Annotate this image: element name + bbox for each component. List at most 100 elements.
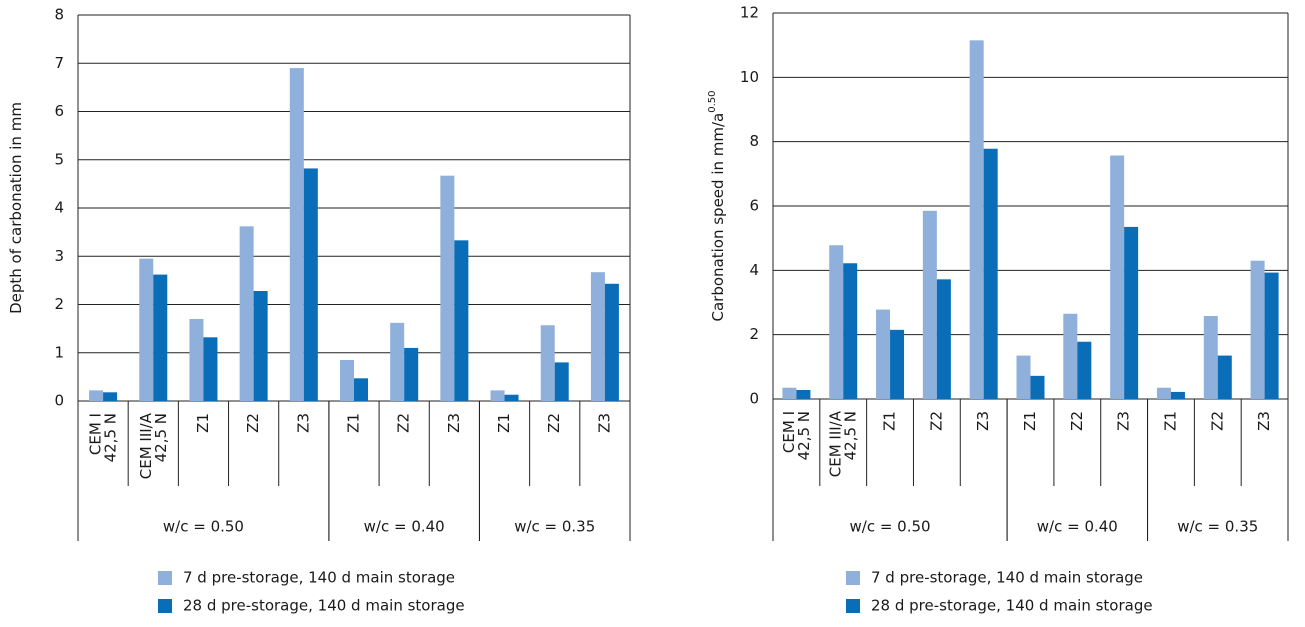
- bar: [203, 337, 218, 401]
- y-axis-label-sup: 0.50: [707, 91, 718, 113]
- bar: [504, 394, 519, 401]
- legend-swatch: [846, 599, 860, 613]
- x-tick-label: Z1: [1021, 411, 1039, 431]
- x-tick-label: Z3: [595, 413, 613, 433]
- bar: [354, 378, 368, 401]
- y-axis-label: Depth of carbonation in mm: [7, 102, 25, 314]
- bar: [829, 245, 844, 399]
- bar: [189, 318, 204, 401]
- group-label: w/c = 0.40: [1037, 518, 1118, 536]
- x-tick-label: Z3: [445, 413, 463, 433]
- x-tick-label: Z1: [194, 413, 212, 433]
- y-tick-label: 2: [54, 295, 64, 313]
- legend-swatch: [846, 571, 860, 585]
- bar: [1264, 272, 1279, 399]
- bar: [936, 279, 951, 399]
- y-tick-label: 10: [740, 68, 759, 86]
- bar: [782, 387, 797, 399]
- bar: [590, 272, 605, 401]
- x-tick-label: CEM I42,5 N: [779, 411, 812, 460]
- y-tick-label: 7: [54, 54, 64, 72]
- y-tick-label: 3: [54, 247, 64, 265]
- bar: [876, 309, 891, 399]
- y-tick-label: 1: [54, 343, 64, 361]
- bar: [1203, 316, 1218, 399]
- group-label: w/c = 0.35: [1177, 518, 1258, 536]
- bar: [843, 263, 858, 399]
- group-label: w/c = 0.35: [514, 518, 595, 536]
- bar: [289, 68, 304, 401]
- x-tick-label: Z2: [1068, 411, 1086, 431]
- x-tick-label: Z1: [495, 413, 513, 433]
- bar: [239, 226, 254, 401]
- bar: [983, 148, 998, 399]
- y-tick-label: 4: [749, 261, 759, 279]
- group-label: w/c = 0.50: [850, 518, 931, 536]
- x-tick-label: Z1: [881, 411, 899, 431]
- y-tick-label: 8: [749, 132, 759, 150]
- x-tick-label: Z2: [545, 413, 563, 433]
- x-tick-label: Z3: [1115, 411, 1133, 431]
- bar: [139, 258, 154, 401]
- y-tick-label: 0: [749, 390, 759, 408]
- x-tick-label: Z1: [1161, 411, 1179, 431]
- x-tick-label: Z2: [1208, 411, 1226, 431]
- x-tick-label: Z2: [395, 413, 413, 433]
- y-tick-label: 5: [54, 150, 64, 168]
- bar: [253, 290, 268, 401]
- bar: [1077, 341, 1092, 399]
- y-tick-label: 12: [740, 4, 759, 22]
- y-axis-label-text: Depth of carbonation in mm: [7, 102, 25, 314]
- bar: [1250, 260, 1265, 399]
- bar: [1063, 313, 1078, 399]
- group-label: w/c = 0.50: [163, 518, 244, 536]
- x-tick-label: CEM III/A42,5 N: [826, 410, 859, 477]
- bar: [1016, 355, 1031, 399]
- bar: [1124, 226, 1139, 399]
- bar: [89, 390, 104, 401]
- bar: [153, 274, 168, 401]
- x-tick-label: Z2: [927, 411, 945, 431]
- y-tick-label: 8: [54, 6, 64, 24]
- bar: [404, 347, 419, 401]
- y-tick-label: 6: [749, 197, 759, 215]
- bar: [303, 168, 318, 401]
- legend-swatch: [158, 599, 172, 613]
- y-axis-label: Carbonation speed in mm/a0.50: [707, 91, 727, 322]
- y-tick-label: 2: [749, 325, 759, 343]
- group-label: w/c = 0.40: [364, 518, 445, 536]
- bar: [1030, 375, 1045, 399]
- bar: [540, 325, 555, 401]
- bar: [1170, 391, 1185, 399]
- x-tick-label: CEM I42,5 N: [86, 413, 119, 462]
- bar: [554, 362, 569, 401]
- y-tick-label: 0: [54, 392, 64, 410]
- x-tick-label: Z3: [1255, 411, 1273, 431]
- y-tick-label: 6: [54, 102, 64, 120]
- x-tick-label: Z3: [294, 413, 312, 433]
- bar: [390, 322, 405, 401]
- x-tick-label: Z3: [974, 411, 992, 431]
- bar: [969, 40, 984, 399]
- bar: [103, 392, 118, 401]
- bar: [454, 240, 469, 401]
- legend-label: 7 d pre-storage, 140 d main storage: [183, 569, 455, 587]
- x-tick-label: Z1: [345, 413, 363, 433]
- bar: [922, 210, 937, 399]
- bar: [340, 359, 354, 401]
- y-axis-label-text: Carbonation speed in mm/a: [709, 113, 727, 322]
- bar: [490, 390, 505, 401]
- y-tick-label: 4: [54, 199, 64, 217]
- bar: [1156, 387, 1171, 399]
- legend-label: 28 d pre-storage, 140 d main storage: [183, 597, 465, 615]
- bar: [440, 175, 455, 401]
- legend-label: 7 d pre-storage, 140 d main storage: [871, 569, 1143, 587]
- bar: [604, 283, 619, 401]
- x-tick-label: CEM III/A42,5 N: [136, 412, 169, 479]
- legend-label: 28 d pre-storage, 140 d main storage: [871, 597, 1153, 615]
- legend-swatch: [158, 571, 172, 585]
- bar: [1217, 355, 1232, 399]
- x-tick-label: Z2: [244, 413, 262, 433]
